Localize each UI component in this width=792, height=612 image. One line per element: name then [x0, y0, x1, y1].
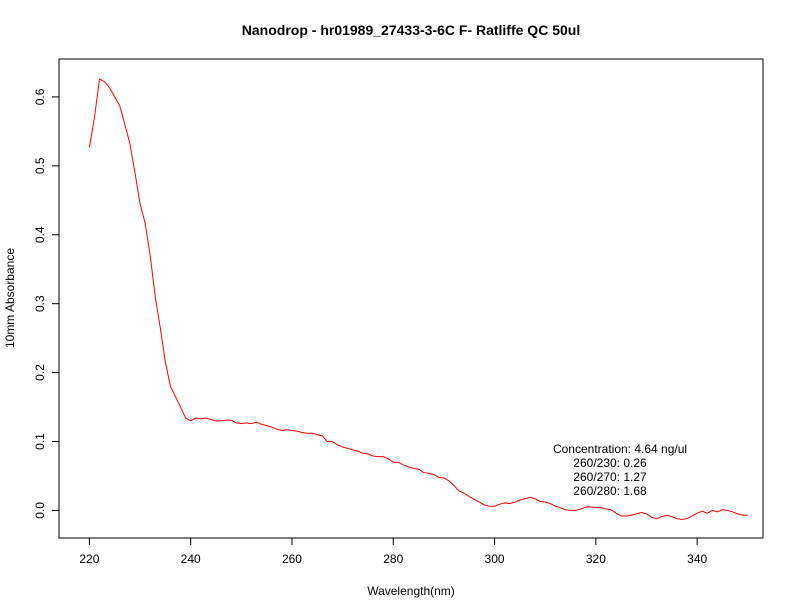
plot-frame — [58, 58, 764, 539]
y-tick-label: 0.4 — [33, 226, 47, 243]
y-axis: 0.0 0.1 0.2 0.3 0.4 0.5 0.6 — [33, 88, 59, 519]
ratio-260-230-annotation: 260/230: 0.26 — [573, 456, 647, 470]
y-tick-label: 0.1 — [33, 433, 47, 450]
x-tick-label: 300 — [485, 552, 505, 566]
x-axis: 220 240 260 280 300 320 340 — [79, 538, 707, 566]
ratio-260-270-annotation: 260/270: 1.27 — [573, 470, 647, 484]
x-tick-label: 240 — [181, 552, 201, 566]
x-tick-label: 320 — [586, 552, 606, 566]
x-tick-label: 280 — [383, 552, 403, 566]
ratio-260-280-annotation: 260/280: 1.68 — [573, 484, 647, 498]
y-tick-label: 0.3 — [33, 295, 47, 312]
y-tick-label: 0.6 — [33, 88, 47, 105]
y-tick-label: 0.2 — [33, 364, 47, 381]
y-axis-label: 10mm Absorbance — [3, 248, 17, 348]
x-tick-label: 220 — [79, 552, 99, 566]
annotation-block: Concentration: 4.64 ng/ul 260/230: 0.26 … — [553, 442, 687, 498]
chart-title: Nanodrop - hr01989_27433-3-6C F- Ratliff… — [242, 22, 580, 38]
x-axis-label: Wavelength(nm) — [367, 584, 455, 598]
concentration-annotation: Concentration: 4.64 ng/ul — [553, 442, 687, 456]
x-tick-label: 260 — [282, 552, 302, 566]
absorbance-series-line — [88, 78, 748, 520]
y-tick-label: 0.5 — [33, 157, 47, 174]
y-tick-label: 0.0 — [33, 502, 47, 519]
x-tick-label: 340 — [687, 552, 707, 566]
